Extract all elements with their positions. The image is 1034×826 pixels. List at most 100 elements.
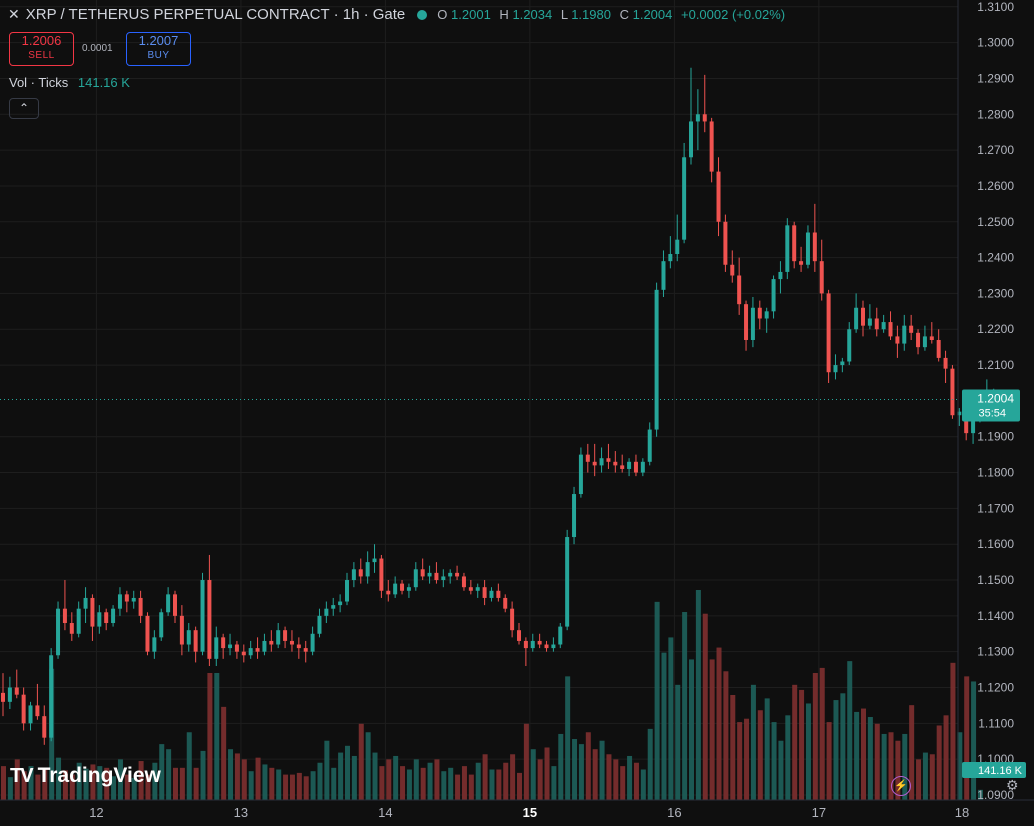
ohlc-legend: O 1.2001 H 1.2034 L 1.1980 C 1.2004 +0.0… (437, 7, 790, 22)
settings-gear-icon[interactable]: ⚙ (1006, 777, 1019, 793)
candle-body (640, 461, 645, 473)
candle-body (331, 605, 336, 609)
candle-body (365, 562, 370, 577)
candle-body (799, 261, 804, 265)
volume-bar (35, 774, 41, 800)
volume-bar (131, 777, 137, 800)
volume-bar (565, 676, 571, 800)
candle-body (221, 637, 226, 649)
volume-bar (386, 759, 392, 800)
tradingview-logo[interactable]: TV TradingView (10, 764, 161, 788)
collapse-chevron-icon[interactable]: ⌃ (9, 98, 39, 119)
candle-body (695, 114, 700, 122)
volume-bar (523, 723, 529, 800)
volume-bar (97, 766, 103, 800)
candle-body (324, 608, 329, 616)
volume-bar (957, 732, 963, 800)
candle-body (861, 307, 865, 326)
candle-body (310, 633, 315, 652)
candle-body (744, 304, 749, 340)
volume-tag: 141.16 K (962, 762, 1026, 778)
candle-body (441, 576, 446, 581)
volume-bar (874, 723, 880, 800)
candle-body (276, 630, 281, 645)
volume-bar (28, 766, 34, 800)
lightning-icon[interactable]: ⚡ (891, 776, 911, 796)
last-price-tag-background (962, 389, 1020, 422)
volume-bar (345, 745, 350, 800)
volume-bar (854, 711, 860, 800)
buy-button[interactable]: 1.2007 BUY (126, 32, 191, 66)
candle-body (42, 716, 47, 738)
candle-body (730, 264, 735, 276)
price-tick-label: 1.3100 (977, 0, 1014, 14)
candle-body (111, 608, 116, 624)
last-price-label: 1.2004 (977, 391, 1014, 405)
symbol-title[interactable]: XRP / TETHERUS PERPETUAL CONTRACT · 1h ·… (25, 6, 406, 23)
volume-bar (792, 684, 798, 800)
candle-body (599, 458, 604, 466)
price-axis[interactable]: 1.3100 1.3000 1.2900 1.2800 1.2700 1.2600 1.25… (977, 0, 1014, 802)
volume-bar (310, 771, 316, 800)
volume-bar (420, 767, 426, 800)
candle-body (475, 587, 480, 591)
candle-body (867, 318, 872, 326)
candle-body (503, 597, 508, 609)
candle-body (90, 597, 95, 627)
volume-bar (819, 667, 825, 800)
candle-body (186, 630, 191, 645)
candle-body (592, 461, 597, 466)
candle-body (56, 608, 61, 656)
candle-body (173, 594, 177, 616)
volume-bar (647, 728, 653, 800)
volume-bar (262, 764, 268, 800)
price-tick-label: 1.2600 (977, 179, 1014, 193)
volume-bar (799, 689, 805, 800)
time-axis[interactable]: 12 13 14 15 16 17 18 (89, 805, 969, 820)
volume-bar (7, 777, 13, 800)
close-icon[interactable]: ✕ (8, 6, 20, 22)
candle-body (234, 644, 239, 652)
volume-tag-label: 141.16 K (978, 765, 1023, 777)
candle-body (847, 329, 852, 362)
candle-body (207, 580, 212, 659)
candle-body (193, 630, 198, 652)
change-value: +0.0002 (+0.02%) (681, 7, 786, 22)
sell-button[interactable]: 1.2006 SELL (9, 32, 74, 66)
volume-bar (358, 723, 364, 800)
price-tick-label: 1.1900 (977, 430, 1014, 444)
candle-body (812, 232, 817, 262)
candle-body (7, 687, 12, 702)
candle-body (537, 640, 542, 645)
chart-header: ✕ XRP / TETHERUS PERPETUAL CONTRACT · 1h… (8, 6, 790, 23)
volume-bar (69, 774, 75, 800)
candle-body (138, 597, 143, 616)
candle-body (338, 601, 343, 606)
candle-body (152, 637, 157, 652)
candle-body (434, 572, 439, 581)
candle-body (558, 626, 563, 645)
volume-bar (296, 772, 302, 800)
candle-body (840, 361, 845, 366)
volume-bar (489, 769, 495, 800)
volume-bar (14, 759, 20, 800)
volume-bar (510, 754, 516, 800)
price-tick-label: 1.2700 (977, 143, 1014, 157)
volume-bar (461, 766, 467, 800)
volume-bar (971, 681, 977, 800)
candle-body (200, 580, 205, 652)
volume-bar (200, 750, 206, 800)
volume-bar (572, 739, 578, 800)
time-tick-label: 16 (667, 805, 681, 820)
candle-body (854, 307, 859, 330)
volume-bar (413, 759, 419, 800)
volume-bar (627, 755, 633, 800)
volume-bar (633, 762, 639, 800)
volume-bar (207, 672, 213, 800)
candle-body (971, 415, 976, 434)
candle-body (406, 587, 411, 591)
close-value: 1.2004 (632, 7, 673, 22)
candle-body (468, 587, 473, 591)
volume-bar (365, 732, 371, 800)
